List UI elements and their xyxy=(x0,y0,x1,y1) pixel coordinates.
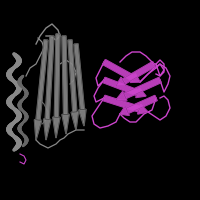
Polygon shape xyxy=(136,88,146,98)
Polygon shape xyxy=(116,91,127,101)
Polygon shape xyxy=(36,40,48,120)
Polygon shape xyxy=(116,77,126,86)
Polygon shape xyxy=(103,77,139,95)
Polygon shape xyxy=(71,112,78,130)
Polygon shape xyxy=(120,106,129,115)
Polygon shape xyxy=(34,120,42,140)
Polygon shape xyxy=(79,109,86,126)
Polygon shape xyxy=(122,62,155,84)
Polygon shape xyxy=(124,77,161,99)
Polygon shape xyxy=(68,40,77,112)
Polygon shape xyxy=(44,119,51,140)
Polygon shape xyxy=(103,95,140,112)
Polygon shape xyxy=(103,60,134,80)
Polygon shape xyxy=(54,34,60,117)
Polygon shape xyxy=(45,36,54,119)
Polygon shape xyxy=(126,95,157,113)
Polygon shape xyxy=(62,36,68,114)
Polygon shape xyxy=(74,44,84,110)
Polygon shape xyxy=(130,74,140,82)
Polygon shape xyxy=(53,117,60,138)
Polygon shape xyxy=(138,104,148,114)
Polygon shape xyxy=(62,114,69,134)
